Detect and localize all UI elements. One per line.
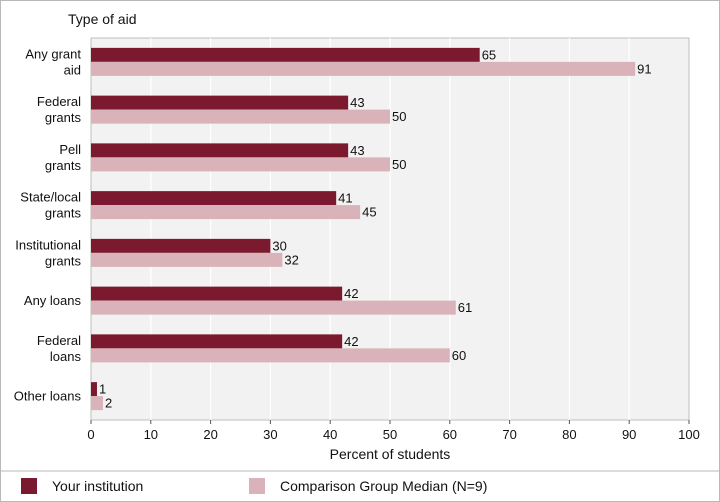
category-label: Institutional	[15, 237, 81, 252]
bar-comparison-median	[91, 61, 636, 76]
data-label: 42	[344, 334, 358, 349]
x-tick-label: 70	[502, 427, 516, 442]
x-tick-label: 80	[562, 427, 576, 442]
x-tick-label: 100	[678, 427, 700, 442]
category-label: loans	[50, 349, 82, 364]
bar-your-institution	[91, 382, 97, 397]
category-label: grants	[45, 206, 82, 221]
data-label: 60	[452, 348, 466, 363]
data-label: 50	[392, 109, 406, 124]
bar-your-institution	[91, 143, 349, 158]
x-tick-label: 30	[263, 427, 277, 442]
bar-comparison-median	[91, 205, 361, 220]
category-label: grants	[45, 158, 82, 173]
bar-comparison-median	[91, 252, 283, 267]
category-label: Any grant	[25, 46, 81, 61]
x-tick-label: 90	[622, 427, 636, 442]
bar-comparison-median	[91, 109, 390, 124]
data-label: 41	[338, 191, 352, 206]
legend-label: Your institution	[52, 478, 143, 494]
category-label: Pell	[59, 142, 81, 157]
category-label: Any loans	[24, 293, 82, 308]
category-label: Federal	[37, 333, 81, 348]
category-label: grants	[45, 253, 82, 268]
data-label: 61	[458, 300, 472, 315]
data-label: 32	[284, 252, 298, 267]
legend-swatch-comparison-median	[249, 478, 265, 494]
data-label: 65	[482, 47, 496, 62]
category-label: Other loans	[14, 389, 82, 404]
bar-comparison-median	[91, 396, 103, 411]
legend: Your institution Comparison Group Median …	[21, 478, 487, 494]
category-label: State/local	[20, 190, 81, 205]
x-tick-label: 60	[443, 427, 457, 442]
x-tick-label: 40	[323, 427, 337, 442]
data-label: 45	[362, 205, 376, 220]
x-axis-label: Percent of students	[330, 446, 451, 462]
chart-title: Type of aid	[68, 11, 137, 27]
data-label: 43	[350, 143, 364, 158]
data-label: 91	[637, 61, 651, 76]
bar-your-institution	[91, 95, 349, 110]
bar-your-institution	[91, 238, 271, 253]
x-tick-label: 0	[87, 427, 94, 442]
data-label: 43	[350, 95, 364, 110]
bar-comparison-median	[91, 348, 450, 363]
data-label: 42	[344, 286, 358, 301]
legend-label: Comparison Group Median (N=9)	[280, 478, 487, 494]
bar-your-institution	[91, 286, 343, 301]
category-label: aid	[64, 62, 81, 77]
x-tick-label: 50	[383, 427, 397, 442]
x-tick-label: 20	[203, 427, 217, 442]
category-label: Federal	[37, 94, 81, 109]
bar-your-institution	[91, 191, 337, 206]
bar-your-institution	[91, 47, 480, 62]
data-label: 30	[272, 238, 286, 253]
x-tick-label: 10	[144, 427, 158, 442]
bar-comparison-median	[91, 157, 390, 172]
bar-comparison-median	[91, 300, 456, 315]
category-label: grants	[45, 110, 82, 125]
legend-swatch-your-institution	[21, 478, 37, 494]
bar-your-institution	[91, 334, 343, 349]
data-label: 1	[99, 382, 106, 397]
data-label: 2	[105, 396, 112, 411]
data-label: 50	[392, 157, 406, 172]
